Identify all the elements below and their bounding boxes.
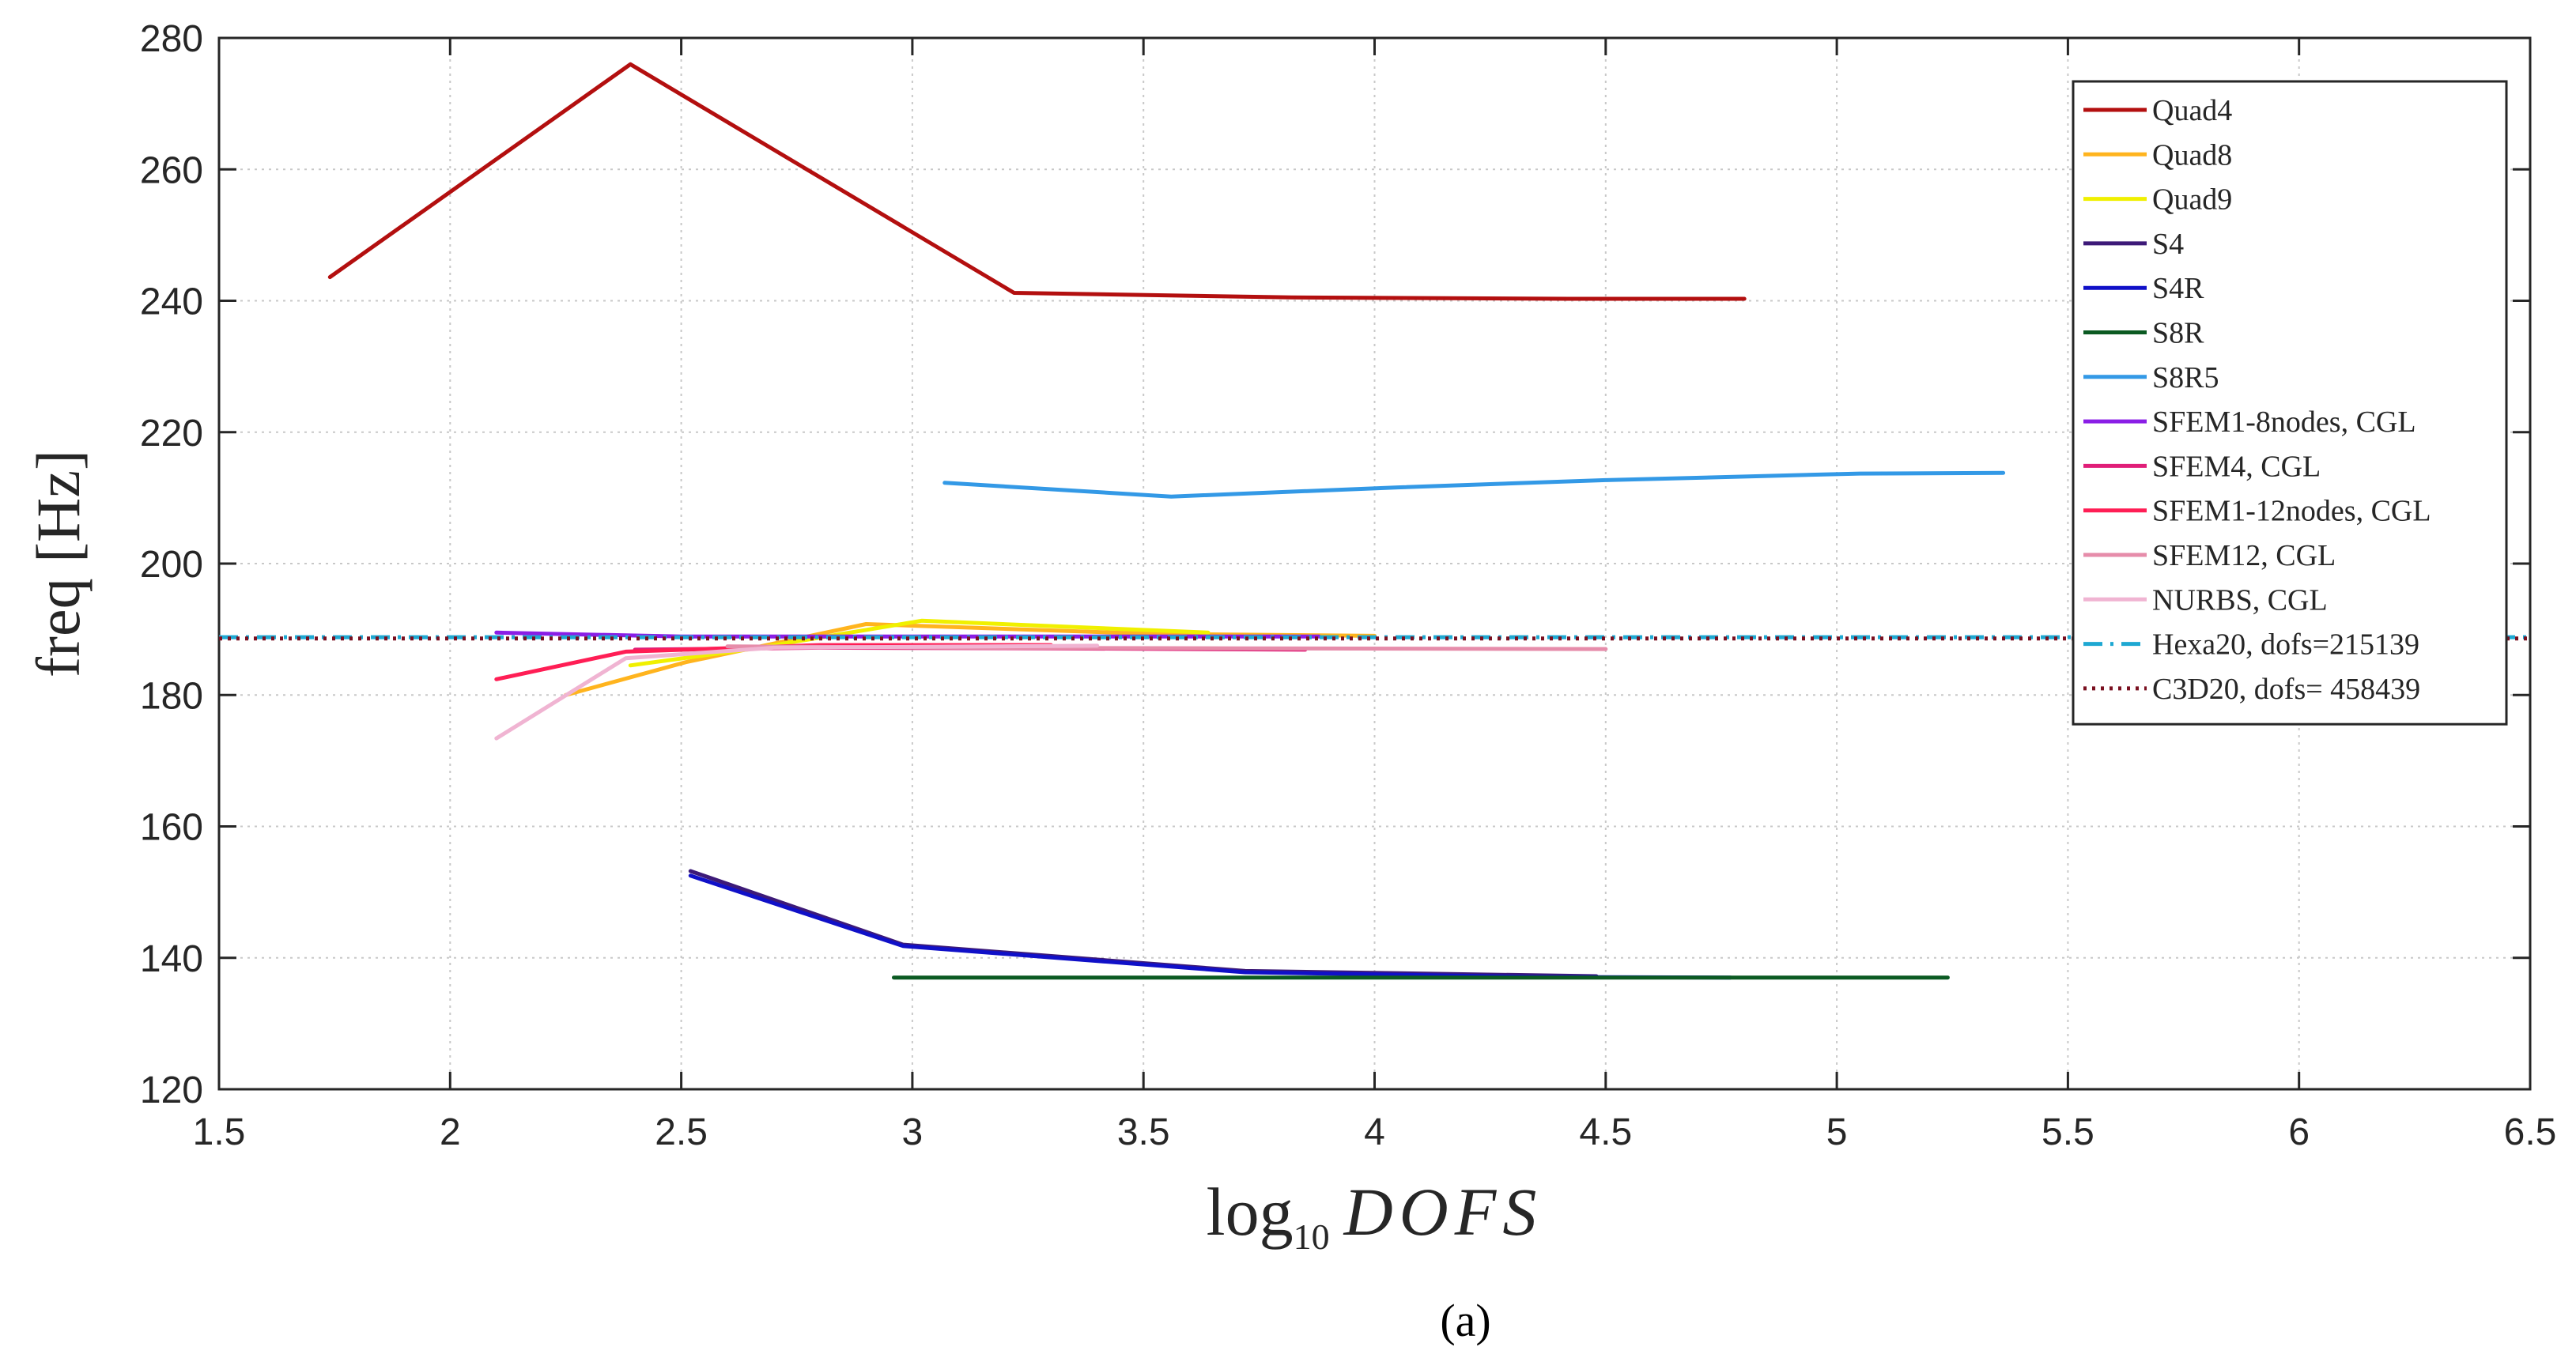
legend-label-s4r: S4R [2152,272,2204,305]
grid [219,38,2530,1089]
x-tick-label: 2 [440,1111,461,1153]
legend: Quad4 Quad8 Quad9 S4 S4R S8R S8R5 SFEM1-8nodes,… [2072,80,2508,726]
x-tick-label: 1.5 [193,1111,246,1153]
y-tick-label: 280 [140,18,203,60]
series-line-s8r5 [942,470,2006,499]
x-tick-label: 4.5 [1579,1111,1632,1153]
legend-label-sfem1-12nodes-cgl: SFEM1-12nodes, CGL [2152,495,2431,528]
y-tick-label: 260 [140,149,203,191]
x-axis-title: log10 DOFS [1207,1174,1543,1257]
series-group [219,62,2530,980]
legend-label-sfem12-cgl: SFEM12, CGL [2152,539,2336,572]
x-tick-label: 3.5 [1117,1111,1170,1153]
x-axis: 1.5 2 2.5 3 3.5 4 4.5 5 5.5 6 6.5 [193,38,2557,1153]
legend-label-s8r: S8R [2152,317,2204,350]
legend-label-quad8: Quad8 [2152,138,2232,172]
y-tick-label: 140 [140,938,203,980]
figure-caption: (a) [1440,1295,1490,1346]
legend-label-hexa20-dofs-215139: Hexa20, dofs=215139 [2152,628,2419,662]
x-tick-label: 4 [1364,1111,1385,1153]
legend-label-quad4: Quad4 [2152,94,2232,127]
y-axis-title: freq [Hz] [24,450,93,677]
x-tick-label: 6.5 [2504,1111,2557,1153]
x-tick-label: 5 [1826,1111,1848,1153]
plot-area [217,36,2532,1091]
y-tick-label: 180 [140,675,203,717]
x-axis-title-variable: DOFS [1343,1174,1543,1250]
y-axis: 120 140 160 180 200 220 240 260 280 [140,18,2530,1111]
legend-label-s8r5: S8R5 [2152,361,2219,394]
x-tick-label: 6 [2288,1111,2310,1153]
y-tick-label: 160 [140,807,203,849]
y-tick-label: 120 [140,1069,203,1111]
legend-box [2072,80,2508,726]
legend-label-quad9: Quad9 [2152,183,2232,217]
y-tick-label: 220 [140,413,203,455]
legend-label-sfem4-cgl: SFEM4, CGL [2152,450,2321,483]
series-line-quad8 [564,622,1377,697]
y-tick-label: 240 [140,281,203,323]
series-line-quad4 [327,62,1747,301]
x-tick-label: 3 [902,1111,924,1153]
legend-label-s4: S4 [2152,228,2184,261]
y-tick-label: 200 [140,544,203,586]
legend-label-nurbs-cgl: NURBS, CGL [2152,583,2328,617]
x-tick-label: 2.5 [655,1111,708,1153]
x-axis-title-log: log [1207,1174,1294,1250]
legend-label-c3d20-dofs-458439: C3D20, dofs= 458439 [2152,673,2420,706]
series-line-nurbs-cgl [494,643,1100,741]
legend-label-sfem1-8nodes-cgl: SFEM1-8nodes, CGL [2152,406,2416,439]
x-axis-title-subscript: 10 [1294,1217,1330,1257]
x-tick-label: 5.5 [2042,1111,2094,1153]
